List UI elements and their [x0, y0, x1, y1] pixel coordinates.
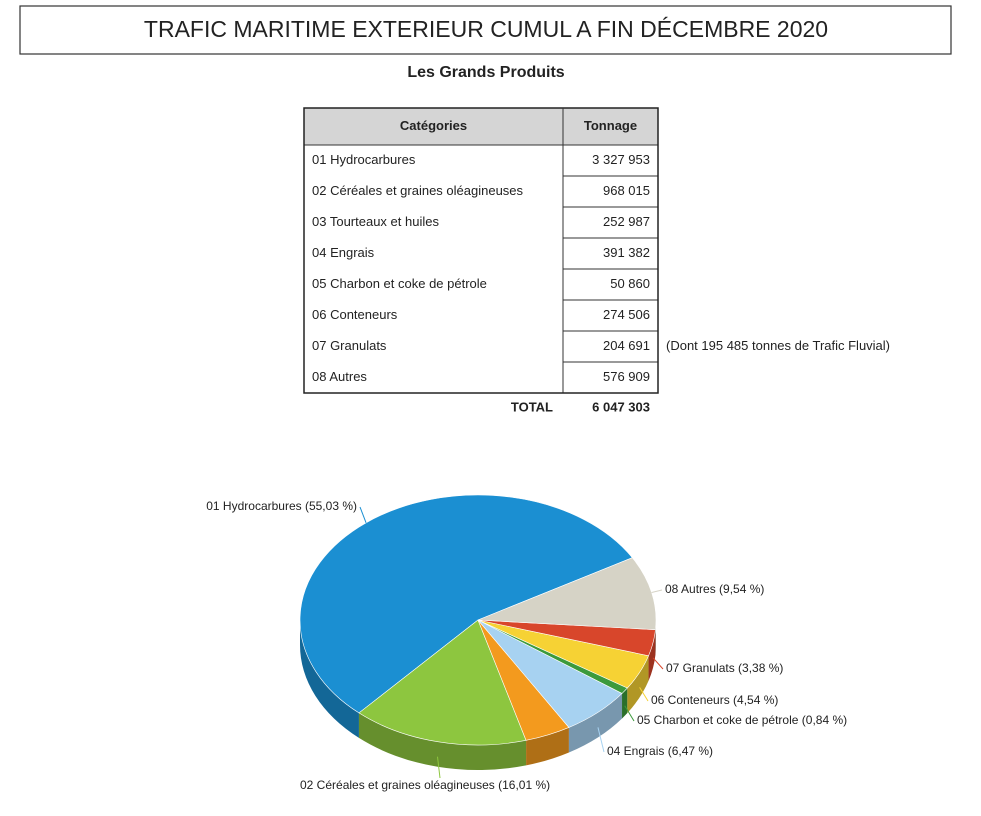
title-box: [19, 5, 952, 55]
leader-line: [652, 657, 664, 670]
pie-side: [648, 629, 656, 681]
category-cell: 06 Conteneurs: [312, 307, 398, 322]
table-border: [303, 107, 659, 394]
leader-line: [597, 727, 605, 753]
tonnage-value: 968 015: [603, 183, 650, 198]
category-cell: 05 Charbon et coke de pétrole: [312, 276, 487, 291]
slice-label: 05 Charbon et coke de pétrole (0,84 %): [637, 713, 847, 727]
category-cell: 02 Céréales et graines oléagineuses: [312, 183, 524, 198]
leader-line: [651, 589, 663, 593]
slice-label: 07 Granulats (3,38 %): [666, 661, 783, 675]
tonnage-value: 274 506: [603, 307, 650, 322]
category-cell: 08 Autres: [312, 369, 367, 384]
total-label: TOTAL: [511, 399, 553, 414]
row-note: (Dont 195 485 tonnes de Trafic Fluvial): [666, 338, 890, 353]
slice-label: 01 Hydrocarbures (55,03 %): [206, 499, 357, 513]
tonnage-value: 252 987: [603, 214, 650, 229]
pie-slice: [299, 494, 633, 714]
category-cell: 03 Tourteaux et huiles: [312, 214, 439, 229]
pie-side: [627, 655, 649, 714]
page-title: TRAFIC MARITIME EXTERIEUR CUMUL A FIN DÉ…: [144, 16, 828, 42]
column-header: Catégories: [400, 118, 467, 133]
category-cell: 04 Engrais: [312, 245, 375, 260]
slice-label: 04 Engrais (6,47 %): [607, 744, 713, 758]
leader-line: [624, 705, 635, 722]
table: Catégories Tonnage 01 Hydrocarbures 3 327 9…: [303, 107, 890, 414]
tonnage-value: 391 382: [603, 245, 650, 260]
leader-line: [639, 687, 649, 702]
pie-side: [300, 620, 359, 738]
slice-label: 08 Autres (9,54 %): [665, 582, 764, 596]
tonnage-value: 576 909: [603, 369, 650, 384]
pie-side: [622, 688, 628, 719]
subtitle: Les Grands Produits: [407, 64, 564, 81]
pie-side: [568, 693, 623, 753]
tonnage-value: 204 691: [603, 338, 650, 353]
total-value: 6 047 303: [592, 399, 650, 414]
slice-label: 06 Conteneurs (4,54 %): [651, 693, 778, 707]
pie-slice: [358, 619, 527, 746]
category-cell: 01 Hydrocarbures: [312, 152, 416, 167]
leader-line: [437, 756, 441, 779]
leader-line: [359, 506, 367, 523]
tonnage-value: 50 860: [610, 276, 650, 291]
pie-side: [358, 712, 527, 771]
category-cell: 07 Granulats: [312, 338, 387, 353]
tonnage-value: 3 327 953: [592, 152, 650, 167]
pie-side: [526, 727, 569, 766]
header-bg: [304, 108, 658, 145]
column-header: Tonnage: [584, 118, 637, 133]
pie-chart: 01 Hydrocarbures (55,03 %) 02 Céréales et…: [206, 494, 847, 792]
slice-label: 02 Céréales et graines oléagineuses (16,…: [300, 778, 550, 792]
